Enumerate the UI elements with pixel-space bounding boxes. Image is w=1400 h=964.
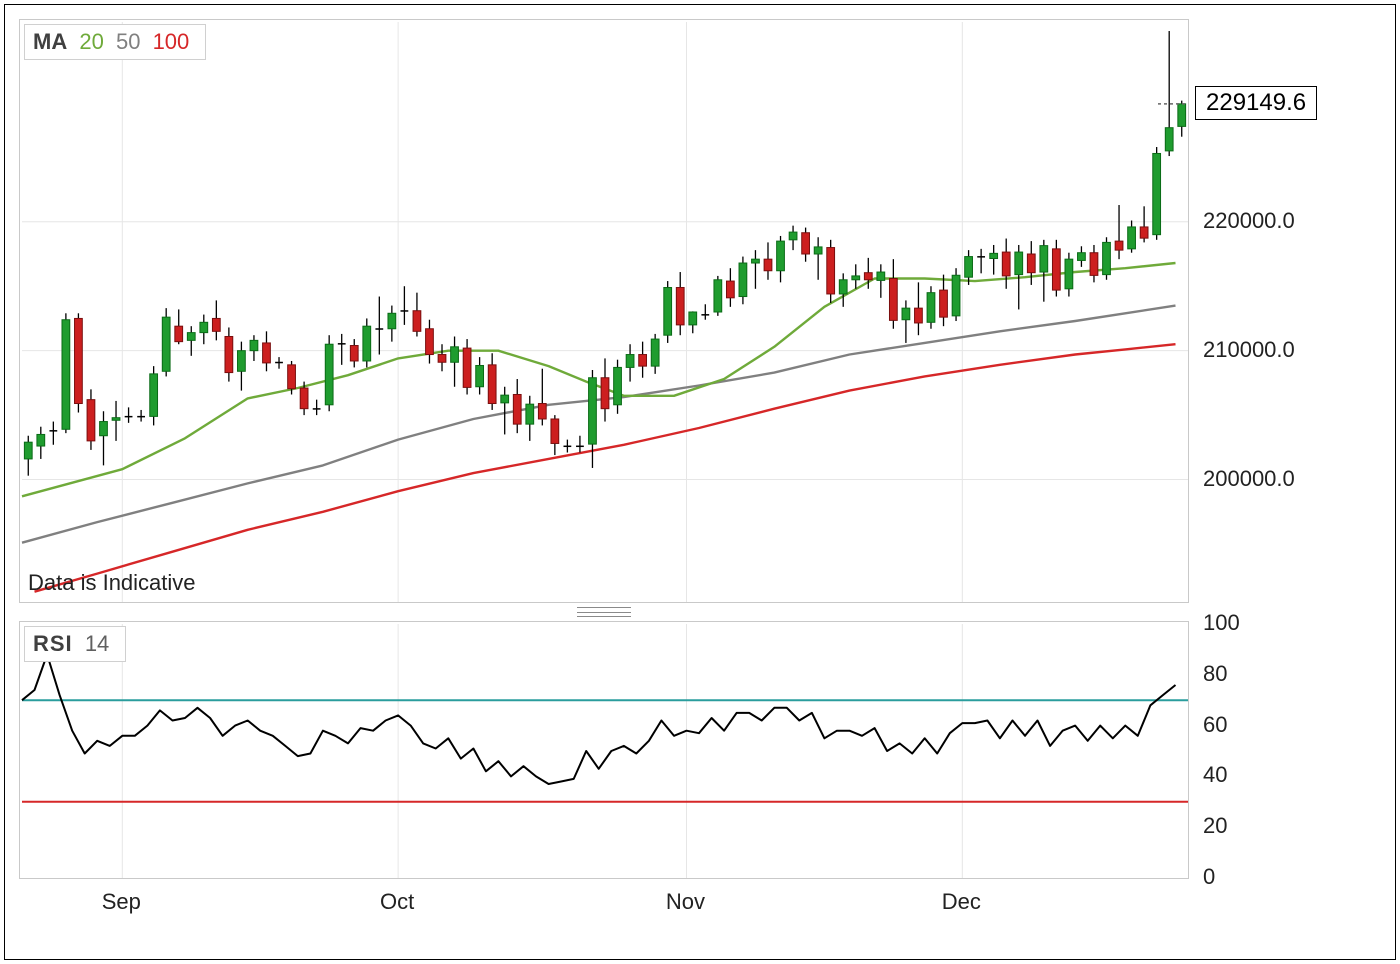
rsi-panel[interactable]: RSI 14	[19, 621, 1189, 879]
rsi-legend-title: RSI	[33, 631, 73, 656]
ma-legend: MA 20 50 100	[24, 24, 206, 60]
price-plot-area: MA 20 50 100 Data is Indicative	[19, 19, 1189, 603]
chart-frame: MA 20 50 100 Data is Indicative 200000.0…	[4, 4, 1396, 960]
rsi-y-tick: 20	[1203, 813, 1227, 839]
price-svg	[20, 20, 1190, 604]
x-axis: Sep Oct Nov Dec	[19, 881, 1189, 917]
x-tick: Dec	[942, 889, 981, 915]
ma-legend-20: 20	[79, 29, 103, 54]
rsi-y-tick: 100	[1203, 610, 1240, 636]
price-panel[interactable]: MA 20 50 100 Data is Indicative	[19, 19, 1189, 603]
price-y-tick: 200000.0	[1203, 466, 1295, 492]
rsi-legend: RSI 14	[24, 626, 126, 662]
rsi-y-tick: 60	[1203, 712, 1227, 738]
x-tick: Nov	[666, 889, 705, 915]
x-tick: Sep	[102, 889, 141, 915]
rsi-y-tick: 80	[1203, 661, 1227, 687]
current-price-label: 229149.6	[1195, 86, 1317, 120]
ma-legend-100: 100	[153, 29, 190, 54]
indicative-note: Data is Indicative	[28, 570, 196, 596]
ma-legend-50: 50	[116, 29, 140, 54]
rsi-plot-area: RSI 14	[19, 621, 1189, 879]
price-y-tick: 220000.0	[1203, 208, 1295, 234]
rsi-legend-period: 14	[85, 631, 109, 656]
rsi-svg	[20, 622, 1190, 880]
x-tick: Oct	[380, 889, 414, 915]
ma-legend-title: MA	[33, 29, 67, 54]
rsi-y-tick: 0	[1203, 864, 1215, 890]
price-y-tick: 210000.0	[1203, 337, 1295, 363]
rsi-y-tick: 40	[1203, 762, 1227, 788]
panel-divider[interactable]	[19, 605, 1189, 619]
